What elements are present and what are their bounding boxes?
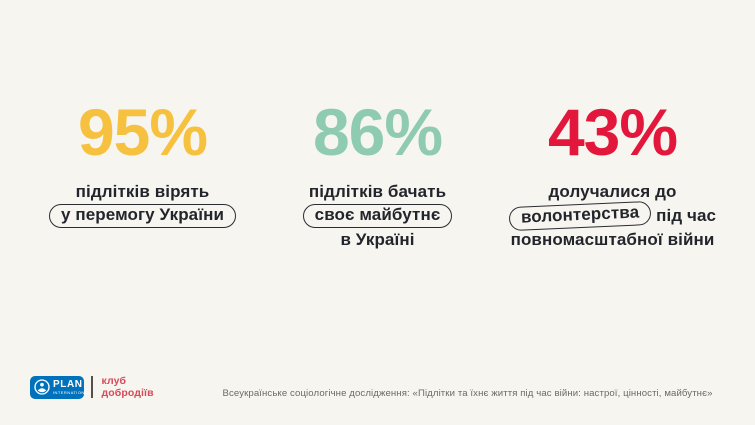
stat-value-86: 86% bbox=[312, 95, 443, 169]
plan-international-logo: PLAN INTERNATIONAL bbox=[30, 375, 90, 399]
caption-line: у перемогу України bbox=[25, 204, 260, 228]
club-logo-line1: клуб bbox=[101, 375, 127, 387]
plan-logo-name: PLAN bbox=[53, 378, 83, 390]
plan-child-icon bbox=[34, 379, 50, 396]
caption-text: повномасштабної війни bbox=[510, 230, 715, 249]
stat-caption: підлітків вірять у перемогу України bbox=[25, 180, 260, 228]
caption-line: своє майбутнє bbox=[260, 204, 495, 228]
caption-line: підлітків бачать bbox=[260, 180, 495, 204]
highlight-pill: волонтерства bbox=[508, 200, 652, 232]
caption-line: долучалися до bbox=[495, 180, 730, 204]
stat-value-95: 95% bbox=[77, 95, 208, 169]
club-dobrodiiv-logo: клуб добродіїв bbox=[102, 375, 154, 400]
caption-text: під час bbox=[656, 206, 717, 225]
stats-row: 95% підлітків вірять у перемогу України … bbox=[25, 99, 730, 252]
stat-victory-belief: 95% підлітків вірять у перемогу України bbox=[25, 99, 260, 252]
caption-line: повномасштабної війни bbox=[495, 228, 730, 252]
caption-line: підлітків вірять bbox=[25, 180, 260, 204]
caption-line: в Україні bbox=[260, 228, 495, 252]
research-source-text: Всеукраїнське соціологічне дослідження: … bbox=[222, 388, 713, 399]
caption-text: підлітків бачать bbox=[308, 182, 447, 201]
caption-text: в Україні bbox=[340, 230, 415, 249]
brand-divider bbox=[91, 376, 93, 399]
caption-text: підлітків вірять bbox=[75, 182, 210, 201]
stat-future-in-ukraine: 86% підлітків бачать своє майбутнє в Укр… bbox=[260, 99, 495, 252]
plan-logo-subtext: INTERNATIONAL bbox=[53, 389, 91, 395]
stat-caption: долучалися до волонтерства під час повно… bbox=[495, 180, 730, 252]
highlight-pill: у перемогу України bbox=[48, 204, 237, 228]
club-logo-line2: добродіїв bbox=[101, 387, 154, 400]
plan-logo-text: PLAN INTERNATIONAL bbox=[53, 378, 91, 395]
stat-volunteering: 43% долучалися до волонтерства під час п… bbox=[495, 99, 730, 252]
caption-text: долучалися до bbox=[548, 182, 677, 201]
caption-line: волонтерства під час bbox=[495, 200, 730, 232]
highlight-pill: своє майбутнє bbox=[302, 204, 453, 228]
stat-caption: підлітків бачать своє майбутнє в Україні bbox=[260, 180, 495, 252]
brand-row: PLAN INTERNATIONAL клуб добродіїв bbox=[30, 375, 154, 400]
stat-value-43: 43% bbox=[547, 95, 678, 169]
